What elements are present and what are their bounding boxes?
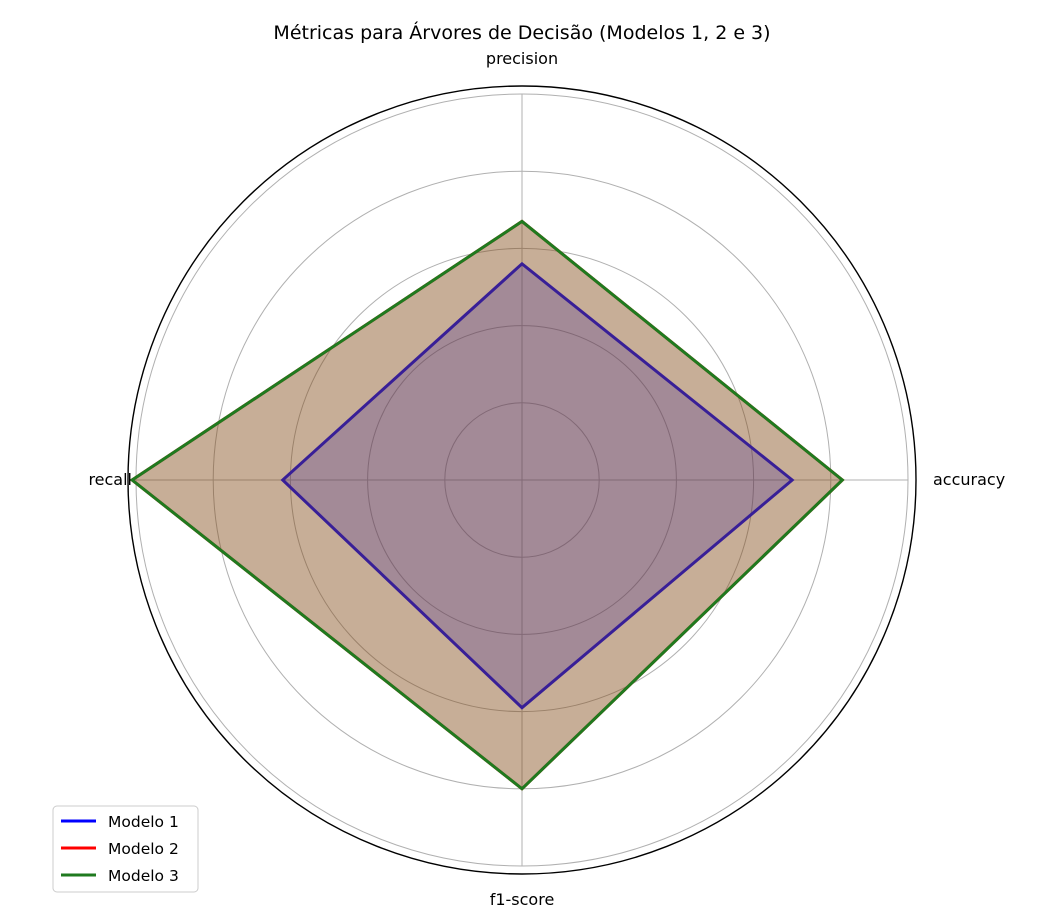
series-line-1 xyxy=(280,261,795,710)
axis-label-recall: recall xyxy=(88,470,132,489)
legend-label-2: Modelo 2 xyxy=(108,840,179,858)
axis-label-precision: precision xyxy=(486,49,558,68)
axis-label-layer: accuracy precision recall f1-score xyxy=(88,49,1005,909)
polar-frame xyxy=(127,85,917,875)
series-line-3 xyxy=(129,219,845,791)
legend: Modelo 1 Modelo 2 Modelo 3 xyxy=(52,805,199,893)
chart-title: Métricas para Árvores de Decisão (Modelo… xyxy=(273,21,770,44)
legend-label-1: Modelo 1 xyxy=(108,813,179,831)
series-layer xyxy=(129,219,845,791)
axis-label-f1-score: f1-score xyxy=(490,890,555,909)
legend-box xyxy=(52,805,199,893)
series-fill-3 xyxy=(132,221,843,789)
legend-label-3: Modelo 3 xyxy=(108,867,179,885)
axis-label-accuracy: accuracy xyxy=(933,470,1005,489)
series-fill-1 xyxy=(282,263,793,708)
